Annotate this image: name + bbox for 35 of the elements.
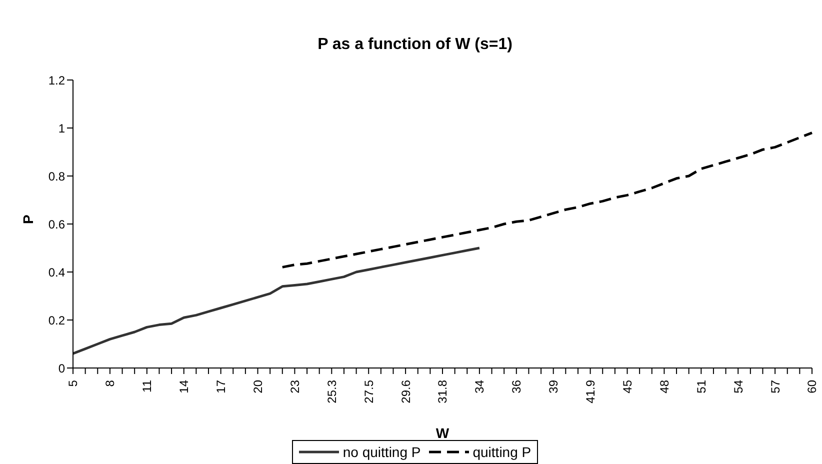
- x-tick-label: 14: [177, 380, 192, 394]
- y-tick-label: 0.4: [48, 265, 66, 280]
- x-tick-label: 5: [66, 380, 80, 387]
- y-tick-label: 1.2: [48, 73, 66, 88]
- line-series: [281, 132, 814, 268]
- x-tick-label: 45: [620, 380, 634, 394]
- x-tick-label: 31.8: [436, 380, 450, 404]
- x-tick-label: 27.5: [362, 380, 376, 404]
- chart-title: P as a function of W (s=1): [316, 35, 514, 55]
- y-tick-label: 0: [58, 361, 66, 376]
- x-tick-label: 39: [546, 380, 561, 394]
- x-tick-label: 29.6: [398, 380, 413, 404]
- x-tick-label: 57: [768, 380, 782, 394]
- x-axis-title: W: [436, 425, 450, 441]
- x-tick-label: 54: [731, 380, 746, 394]
- x-tick-label: 60: [805, 380, 820, 394]
- x-tick-label: 34: [472, 380, 487, 394]
- x-tick-label: 20: [250, 380, 265, 394]
- x-tick-label: 8: [103, 380, 118, 387]
- line-series: [72, 246, 481, 355]
- legend-label: quitting P: [472, 444, 532, 460]
- x-tick-label: 11: [140, 380, 154, 392]
- y-axis-title: P: [20, 214, 36, 224]
- x-tick-label: 48: [657, 380, 672, 394]
- y-tick-label: 0.2: [48, 313, 66, 328]
- x-tick-label: 25.3: [324, 380, 339, 404]
- x-tick-label: 51: [694, 380, 708, 394]
- legend-label: no quitting P: [342, 444, 421, 460]
- x-tick-label: 17: [214, 380, 228, 394]
- y-tick-label: 0.6: [48, 217, 66, 232]
- y-tick-label: 0.8: [48, 169, 66, 184]
- x-tick-label: 23: [288, 380, 302, 394]
- y-tick-label: 1: [58, 121, 66, 136]
- x-tick-label: 41.9: [584, 380, 598, 404]
- x-tick-label: 36: [510, 380, 524, 394]
